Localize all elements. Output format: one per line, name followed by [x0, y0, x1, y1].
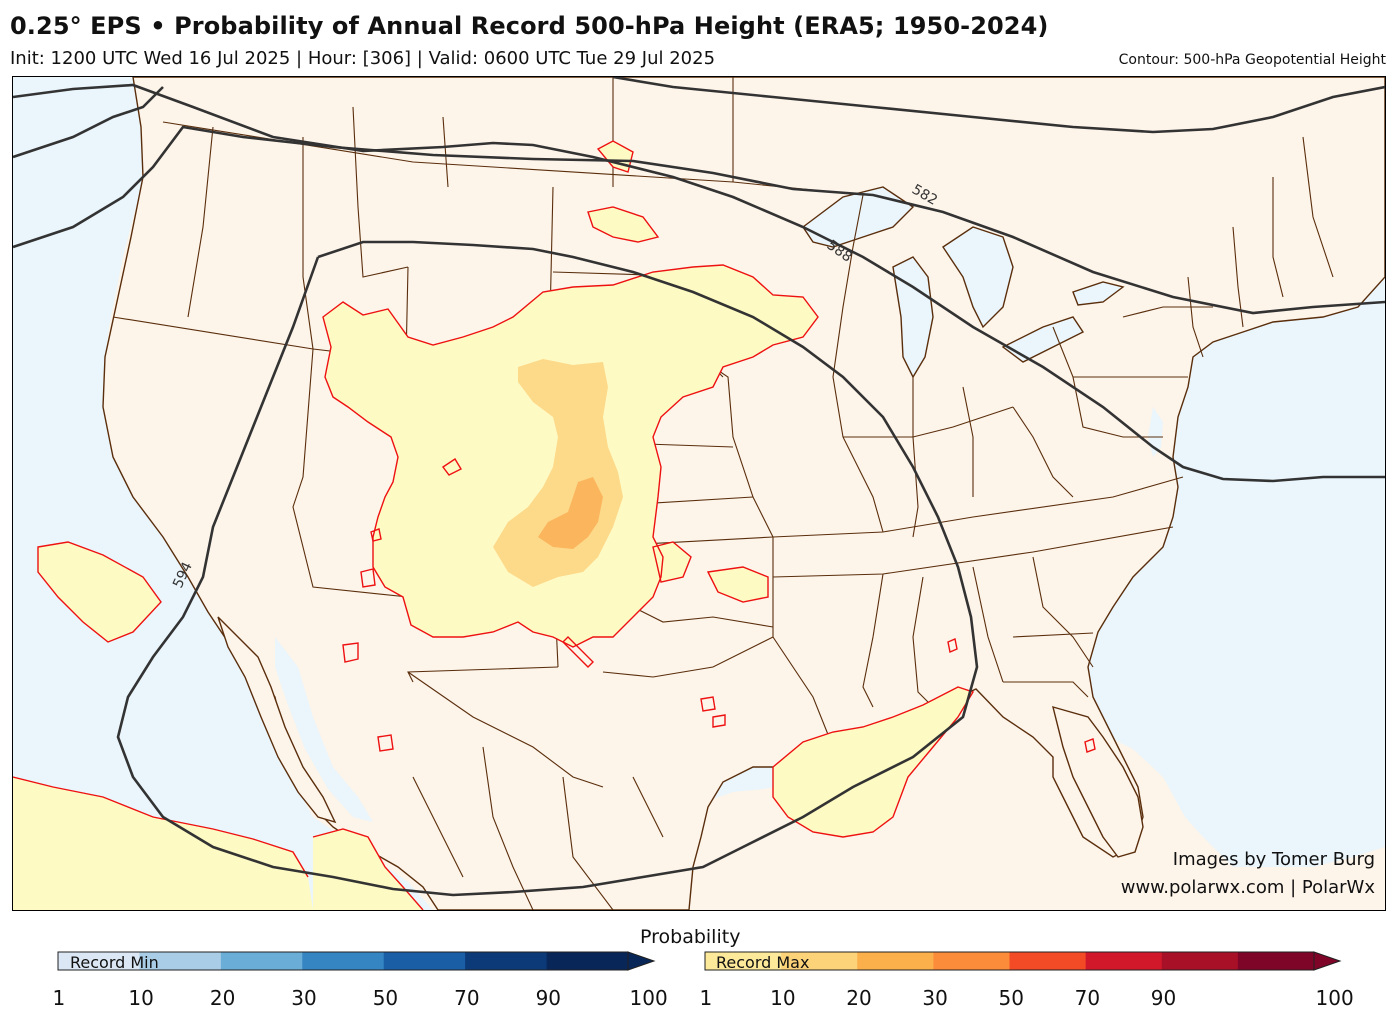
colorbar-min-extend-arrow [627, 951, 656, 971]
colorbar-max-extend-arrow [1313, 951, 1342, 971]
colorbar-min-segment [220, 952, 303, 970]
probability-outline [13, 140, 1096, 910]
colorbar-title: Probability [640, 926, 741, 948]
colorbar-max-segment [705, 952, 782, 970]
colorbar-max-tick-label: 100 [1315, 986, 1354, 1010]
colorbar-min-tick-label: 70 [454, 986, 480, 1010]
colorbar-max-tick-label: 30 [922, 986, 948, 1010]
colorbar-min-segment [139, 952, 222, 970]
colorbar-min-tick-label: 20 [209, 986, 236, 1010]
colorbar-max-segment [933, 952, 1010, 970]
probability-20-30-shading [538, 477, 603, 549]
colorbar-min-tick-label: 1 [52, 986, 66, 1010]
contour-582-extra [612, 77, 1385, 134]
contour-588 [13, 83, 1385, 483]
colorbar-min-tick-label: 100 [629, 986, 668, 1010]
colorbar-min-segment [465, 952, 548, 970]
colorbar-min-tick-label: 30 [291, 986, 317, 1010]
colorbar-max-segment [1009, 952, 1087, 970]
colorbar-min-segment [58, 952, 140, 970]
baja-peninsula [217, 616, 337, 824]
colorbar-max-outline [704, 951, 1315, 971]
contour-594 [116, 240, 979, 897]
colorbar-max-segment [1161, 952, 1239, 970]
colorbar-max-tick-label: 90 [1150, 986, 1177, 1010]
colorbar-min-segment [383, 952, 466, 970]
colorbar-max-tick-label: 70 [1074, 986, 1101, 1010]
height-contours [13, 77, 1385, 897]
colorbar-max-segment [1085, 952, 1163, 970]
contour-594-extra [13, 86, 164, 159]
chart-subtitle: Init: 1200 UTC Wed 16 Jul 2025 | Hour: [… [10, 48, 716, 69]
credit-author: Images by Tomer Burg [1172, 849, 1375, 870]
chart-title: 0.25° EPS • Probability of Annual Record… [10, 12, 1049, 40]
colorbar-max-tick-label: 20 [846, 986, 872, 1010]
colorbar-max-tick-label: 50 [998, 986, 1024, 1010]
colorbar-max-segment [857, 952, 934, 970]
contour-note: Contour: 500-hPa Geopotential Height [1118, 52, 1386, 68]
colorbar-max-segment [781, 952, 858, 970]
colorbar-max-tick-label: 1 [699, 986, 713, 1010]
florida-peninsula [1052, 705, 1144, 858]
colorbar-record-min [57, 951, 656, 971]
colorbar-max-segment [1237, 952, 1315, 970]
map-panel: 582 588 594 Images by Tomer Burg www.pol… [12, 76, 1386, 911]
credit-website: www.polarwx.com | PolarWx [1120, 877, 1375, 898]
colorbar-max-tick-label: 10 [770, 986, 796, 1010]
map-canvas: 582 588 594 [13, 77, 1385, 910]
colorbar-min-tick-label: 50 [372, 986, 399, 1010]
gulf-of-california [275, 637, 373, 822]
colorbar-min-segment [546, 952, 629, 970]
colorbar-min-name: Record Min [70, 953, 159, 972]
colorbar-record-max [704, 951, 1342, 971]
colorbar-min-tick-label: 90 [535, 986, 562, 1010]
colorbar-min-outline [57, 951, 629, 971]
colorbar-max-name: Record Max [716, 953, 810, 972]
colorbar-min-segment [302, 952, 385, 970]
colorbar-min-tick-label: 10 [128, 986, 154, 1010]
colorbars [57, 951, 1342, 971]
contour-582 [13, 125, 1385, 315]
great-lakes [802, 186, 1125, 379]
